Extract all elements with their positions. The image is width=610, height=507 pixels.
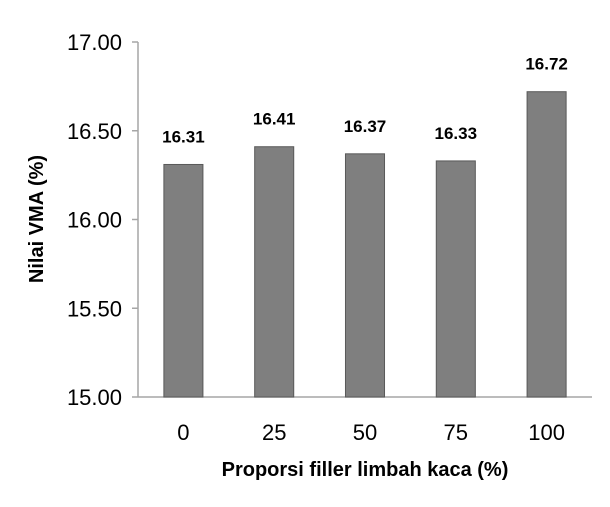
bar xyxy=(163,163,204,398)
bar xyxy=(254,146,295,398)
bars xyxy=(163,91,567,398)
y-tick-label: 15.00 xyxy=(67,385,122,410)
y-tick-label: 15.50 xyxy=(67,296,122,321)
x-tick-label: 25 xyxy=(262,420,286,445)
x-tick-label: 75 xyxy=(444,420,468,445)
x-axis-title: Proporsi filler limbah kaca (%) xyxy=(222,459,509,481)
bar-value-label: 16.31 xyxy=(162,127,205,146)
bar xyxy=(526,91,567,398)
y-tick-label: 16.50 xyxy=(67,119,122,144)
x-axis: 0 25 50 75 100 xyxy=(138,396,592,445)
bar-value-label: 16.37 xyxy=(344,117,387,136)
bar-value-label: 16.41 xyxy=(253,110,296,129)
x-tick-label: 100 xyxy=(528,420,565,445)
y-tick-label: 16.00 xyxy=(67,208,122,233)
bar-value-label: 16.72 xyxy=(525,55,568,74)
data-labels: 16.31 16.41 16.37 16.33 16.72 xyxy=(162,55,568,147)
x-tick-label: 0 xyxy=(177,420,189,445)
bar xyxy=(435,160,476,398)
y-axis: 15.00 15.50 16.00 16.50 17.00 xyxy=(67,30,139,410)
bar-value-label: 16.33 xyxy=(435,124,478,143)
bar xyxy=(344,153,386,398)
y-axis-title: Nilai VMA (%) xyxy=(26,155,48,283)
x-tick-label: 50 xyxy=(353,420,377,445)
y-tick-label: 17.00 xyxy=(67,30,122,55)
